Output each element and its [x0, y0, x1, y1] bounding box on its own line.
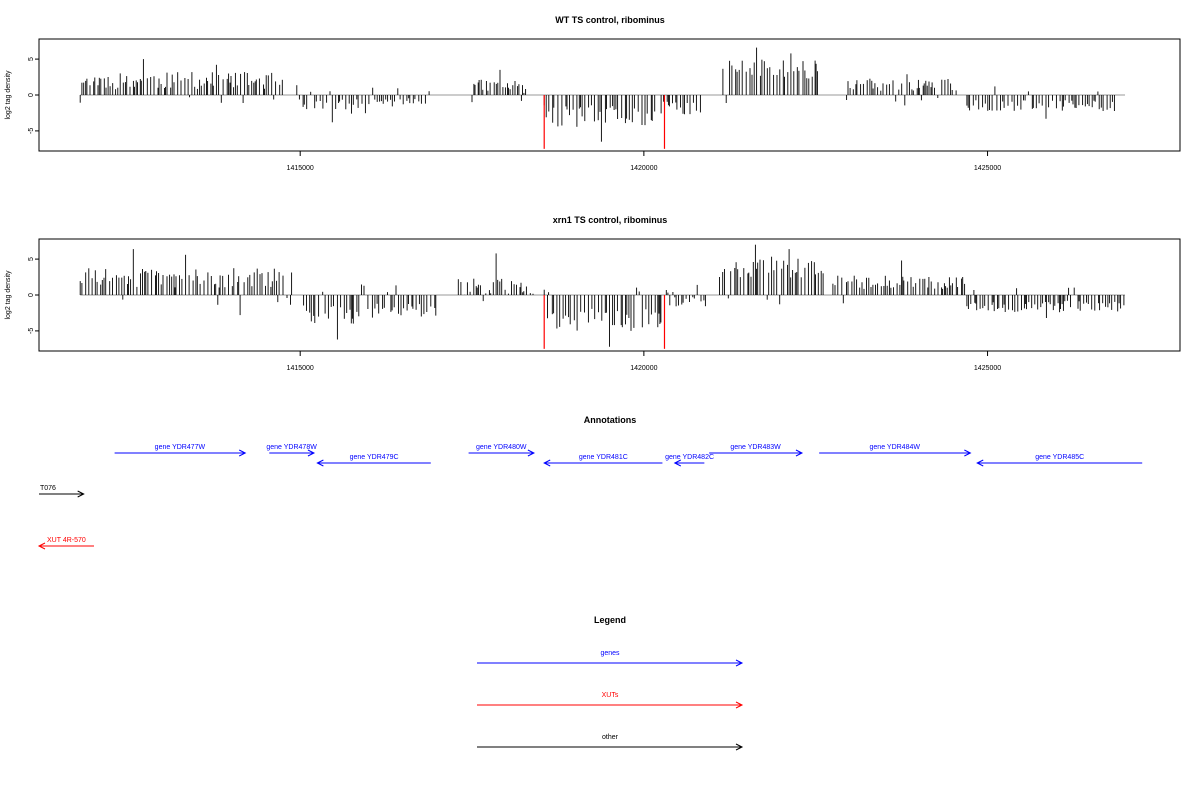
wt-bars: [79, 47, 1126, 149]
feature-arrowhead: [77, 490, 85, 498]
x-tick-label: 1420000: [630, 365, 657, 372]
annotation-feature: gene YDR485C: [976, 454, 1143, 467]
annotation-feature: gene YDR478W: [266, 444, 317, 457]
feature-arrowhead: [527, 449, 536, 457]
annotation-feature: gene YDR482C: [665, 454, 714, 467]
feature-arrowhead: [307, 449, 316, 457]
y-tick-label: -5: [28, 128, 35, 134]
x-tick-label: 1415000: [287, 365, 314, 372]
annotation-features: gene YDR477W gene YDR478W gene YDR479C gene…: [37, 444, 1143, 550]
legend-item: genes: [477, 650, 744, 667]
annotation-feature: gene YDR484W: [819, 444, 972, 457]
feature-label: XUT 4R-570: [47, 537, 86, 544]
feature-arrowhead: [543, 459, 551, 467]
annotation-feature: gene YDR483W: [709, 444, 804, 457]
y-tick-label: 5: [28, 257, 35, 261]
feature-label: gene YDR482C: [665, 454, 714, 461]
legend-items: genes XUTs other: [477, 650, 744, 751]
xrn1-bars: [79, 244, 1126, 349]
x-tick-label: 1425000: [974, 165, 1001, 172]
legend-title: Legend: [594, 615, 626, 625]
y-tick-label: -5: [28, 328, 35, 334]
feature-arrowhead: [976, 459, 984, 467]
xrn1-y-axis-label: log2 tag density: [5, 270, 12, 320]
annotation-feature: gene YDR480W: [468, 444, 536, 457]
legend-item: other: [477, 734, 744, 751]
feature-label: gene YDR479C: [350, 454, 399, 461]
x-tick-label: 1415000: [287, 165, 314, 172]
feature-label: gene YDR477W: [155, 444, 206, 451]
annotations-panel: Annotations gene YDR477W gene YDR478Wgene…: [37, 415, 1143, 550]
legend-item: XUTs: [477, 692, 744, 709]
annotation-feature: T076: [39, 485, 85, 498]
xrn1-axes: 5 0 -5 1415000 1420000 1425000: [28, 257, 1001, 372]
feature-arrowhead: [37, 542, 46, 550]
feature-label: gene YDR483W: [730, 444, 781, 451]
annotations-title: Annotations: [584, 415, 637, 425]
annotation-feature: gene YDR481C: [543, 454, 663, 467]
legend-panel: Legend genes XUTs other: [477, 615, 744, 751]
x-tick-label: 1425000: [974, 365, 1001, 372]
y-tick-label: 0: [28, 293, 35, 297]
xrn1-track-panel: xrn1 TS control, ribominus log2 tag dens…: [5, 215, 1181, 372]
legend-arrowhead: [735, 701, 744, 709]
feature-label: gene YDR484W: [870, 444, 921, 451]
feature-label: T076: [40, 485, 56, 492]
annotation-feature: gene YDR477W: [114, 444, 247, 457]
feature-arrowhead: [964, 449, 972, 457]
xrn1-track-title: xrn1 TS control, ribominus: [553, 215, 668, 225]
legend-label: genes: [600, 650, 620, 657]
feature-label: gene YDR478W: [266, 444, 317, 451]
wt-axes: 5 0 -5 1415000 1420000 1425000: [28, 57, 1001, 172]
legend-label: other: [602, 734, 619, 741]
wt-track-panel: WT TS control, ribominus log2 tag densit…: [5, 15, 1181, 172]
feature-arrowhead: [673, 459, 682, 467]
feature-label: gene YDR480W: [476, 444, 527, 451]
annotation-feature: gene YDR479C: [316, 454, 431, 467]
feature-label: gene YDR481C: [579, 454, 628, 461]
feature-arrowhead: [795, 449, 804, 457]
wt-y-axis-label: log2 tag density: [5, 70, 12, 120]
y-tick-label: 0: [28, 93, 35, 97]
feature-arrowhead: [316, 459, 324, 467]
x-tick-label: 1420000: [630, 165, 657, 172]
legend-label: XUTs: [602, 692, 619, 699]
y-tick-label: 5: [28, 57, 35, 61]
feature-arrowhead: [238, 449, 247, 457]
legend-arrowhead: [735, 743, 744, 751]
legend-arrowhead: [735, 659, 744, 667]
feature-label: gene YDR485C: [1035, 454, 1084, 461]
annotation-feature: XUT 4R-570: [37, 537, 94, 550]
wt-track-title: WT TS control, ribominus: [555, 15, 665, 25]
